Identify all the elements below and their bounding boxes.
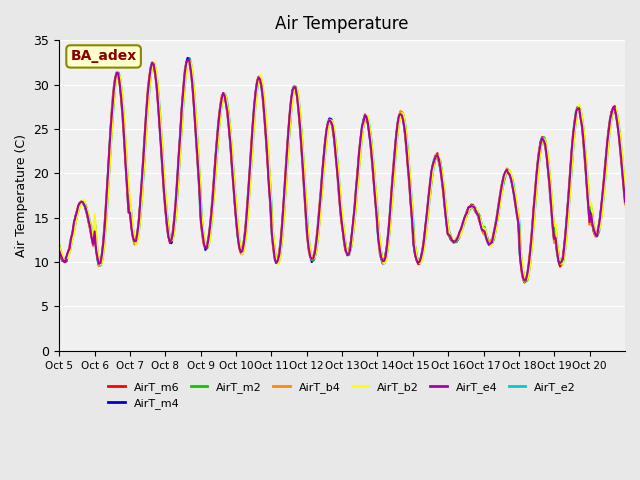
Legend: AirT_m6, AirT_m4, AirT_m2, AirT_b4, AirT_b2, AirT_e4, AirT_e2: AirT_m6, AirT_m4, AirT_m2, AirT_b4, AirT… bbox=[104, 377, 580, 414]
Text: BA_adex: BA_adex bbox=[70, 49, 137, 63]
Y-axis label: Air Temperature (C): Air Temperature (C) bbox=[15, 134, 28, 257]
Title: Air Temperature: Air Temperature bbox=[275, 15, 409, 33]
